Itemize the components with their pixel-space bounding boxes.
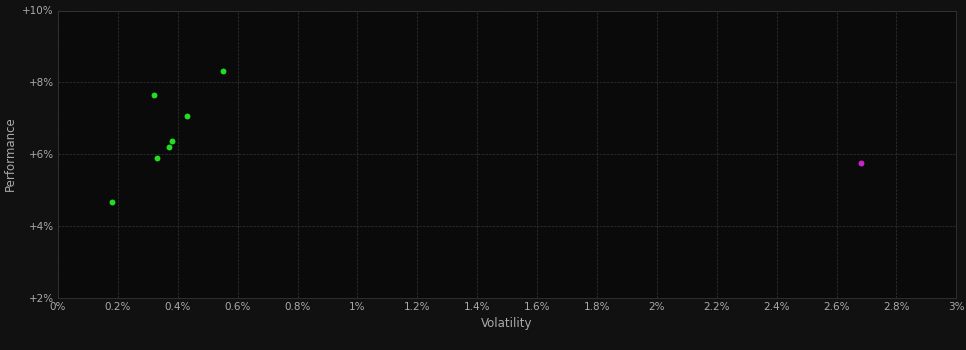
- Point: [853, 160, 868, 166]
- Point: [215, 69, 231, 74]
- Point: [149, 155, 164, 160]
- Point: [104, 199, 120, 205]
- Y-axis label: Performance: Performance: [4, 117, 16, 191]
- Point: [164, 139, 180, 144]
- Point: [146, 92, 161, 98]
- X-axis label: Volatility: Volatility: [481, 317, 533, 330]
- Point: [179, 113, 194, 119]
- Point: [161, 144, 177, 150]
